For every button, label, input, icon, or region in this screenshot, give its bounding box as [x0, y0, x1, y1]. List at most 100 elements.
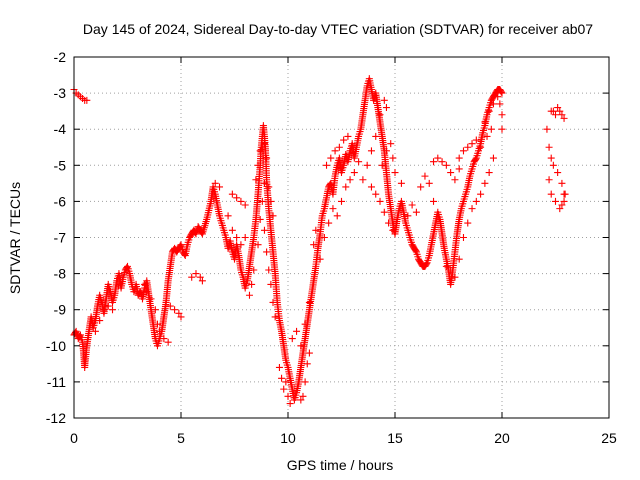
- data-point: [293, 327, 301, 335]
- data-point: [346, 176, 354, 184]
- data-point: [280, 385, 288, 393]
- y-axis-label: SDTVAR / TECUs: [7, 182, 23, 294]
- data-point: [263, 154, 271, 162]
- data-point: [554, 169, 562, 177]
- data-point: [547, 190, 555, 198]
- data-point: [288, 335, 296, 343]
- data-point: [329, 205, 337, 213]
- x-tick-label: 20: [494, 430, 510, 446]
- chart-title: Day 145 of 2024, Sidereal Day-to-day VTE…: [83, 21, 593, 37]
- y-tick-label: -10: [46, 338, 66, 354]
- data-point: [284, 392, 292, 400]
- data-point: [560, 197, 568, 205]
- data-point: [451, 273, 459, 281]
- data-markers: [70, 75, 569, 408]
- data-point: [372, 132, 380, 140]
- x-tick-label: 10: [280, 430, 296, 446]
- data-point: [256, 147, 264, 155]
- data-point: [147, 295, 155, 303]
- data-point: [177, 313, 185, 321]
- data-point: [297, 396, 305, 404]
- data-point: [100, 306, 108, 314]
- data-point: [254, 241, 262, 249]
- data-point: [335, 143, 343, 151]
- data-point: [260, 179, 268, 187]
- data-point: [338, 197, 345, 205]
- data-point: [350, 169, 358, 177]
- data-point: [104, 302, 112, 310]
- data-point: [286, 400, 294, 408]
- data-point: [552, 197, 559, 205]
- data-point: [558, 201, 566, 209]
- data-point: [310, 241, 318, 249]
- x-tick-label: 15: [387, 430, 403, 446]
- data-point: [545, 176, 553, 184]
- data-point: [404, 212, 412, 220]
- x-tick-label: 0: [70, 430, 78, 446]
- data-point: [305, 298, 313, 306]
- data-point: [497, 88, 505, 96]
- data-point: [455, 165, 463, 173]
- y-tick-label: -8: [54, 266, 67, 282]
- data-point: [468, 205, 476, 213]
- data-point: [489, 100, 497, 108]
- data-point: [260, 140, 268, 148]
- data-point: [556, 107, 564, 115]
- data-point: [556, 205, 564, 213]
- data-point: [269, 298, 277, 306]
- data-point: [141, 280, 149, 288]
- y-tick-label: -6: [54, 193, 67, 209]
- data-point: [385, 219, 393, 227]
- data-point: [269, 212, 277, 220]
- data-point: [545, 143, 553, 151]
- data-point: [340, 136, 348, 144]
- data-point: [459, 234, 467, 241]
- data-point: [331, 147, 339, 155]
- data-point: [421, 172, 429, 180]
- data-point: [498, 89, 506, 97]
- data-point: [109, 306, 117, 314]
- data-point: [359, 176, 367, 184]
- data-point: [263, 248, 271, 256]
- data-point: [171, 306, 179, 314]
- data-point: [498, 125, 506, 133]
- data-point: [271, 313, 279, 321]
- data-point: [552, 111, 559, 119]
- data-point: [547, 154, 555, 162]
- data-point: [237, 241, 245, 249]
- data-point: [468, 140, 476, 148]
- data-point: [483, 132, 491, 140]
- data-point: [496, 100, 504, 108]
- data-point: [176, 242, 184, 250]
- data-point: [153, 320, 161, 328]
- data-point: [83, 96, 91, 104]
- data-point: [192, 270, 200, 278]
- data-point: [143, 288, 151, 296]
- data-point: [417, 183, 425, 191]
- data-point: [481, 118, 489, 126]
- data-point: [299, 392, 307, 400]
- data-point: [166, 302, 174, 310]
- data-point: [233, 234, 241, 241]
- data-point: [282, 378, 290, 386]
- data-point: [241, 201, 249, 209]
- data-point: [254, 161, 262, 169]
- data-point: [391, 169, 399, 177]
- data-point: [342, 183, 350, 191]
- data-point: [76, 332, 84, 340]
- data-point: [305, 349, 313, 357]
- data-point: [543, 125, 551, 133]
- data-point: [181, 250, 189, 258]
- data-point: [447, 169, 455, 177]
- data-point: [96, 317, 104, 325]
- data-point: [455, 255, 463, 263]
- data-point: [481, 179, 489, 187]
- data-point: [558, 179, 566, 187]
- data-point: [380, 96, 388, 104]
- data-point: [477, 143, 485, 151]
- data-point: [156, 327, 164, 335]
- data-point: [561, 190, 569, 198]
- data-point: [233, 194, 241, 202]
- data-point: [162, 298, 170, 306]
- data-point: [355, 158, 363, 166]
